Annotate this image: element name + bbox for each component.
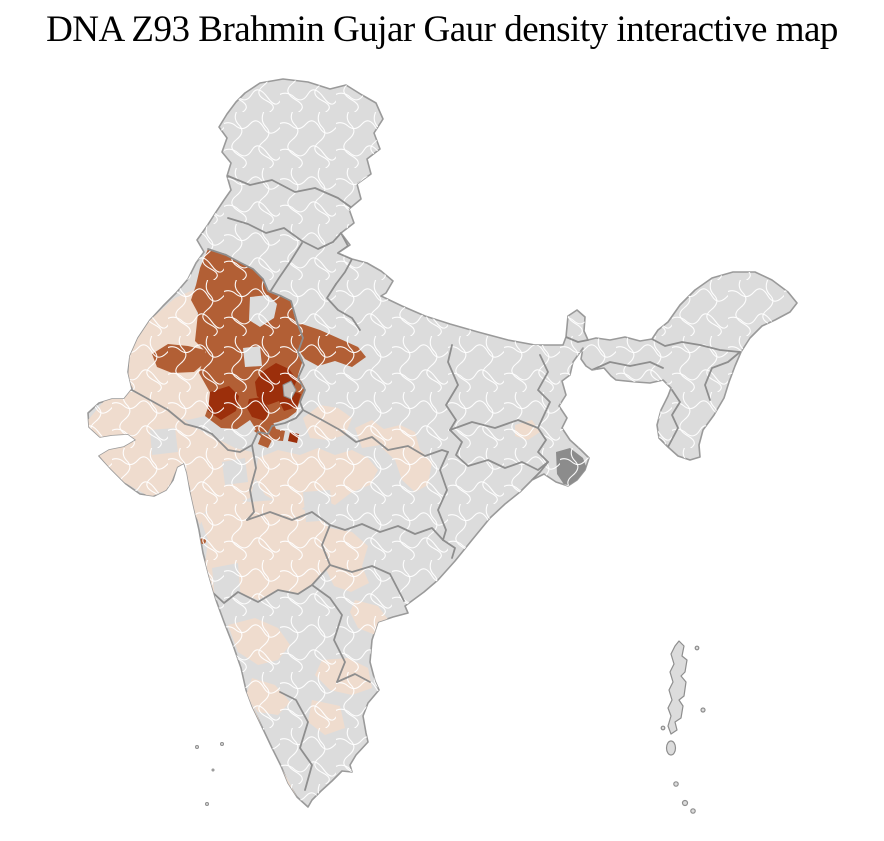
page-title: DNA Z93 Brahmin Gujar Gaur density inter… — [46, 9, 838, 50]
island-dot[interactable] — [660, 645, 706, 814]
state-borders — [131, 175, 741, 791]
island-dot[interactable] — [195, 742, 224, 806]
andaman-main-island[interactable] — [667, 640, 688, 735]
little-andaman-island[interactable] — [665, 740, 677, 756]
andaman-nicobar-islands[interactable] — [660, 640, 706, 814]
lakshadweep-islands[interactable] — [195, 742, 224, 806]
